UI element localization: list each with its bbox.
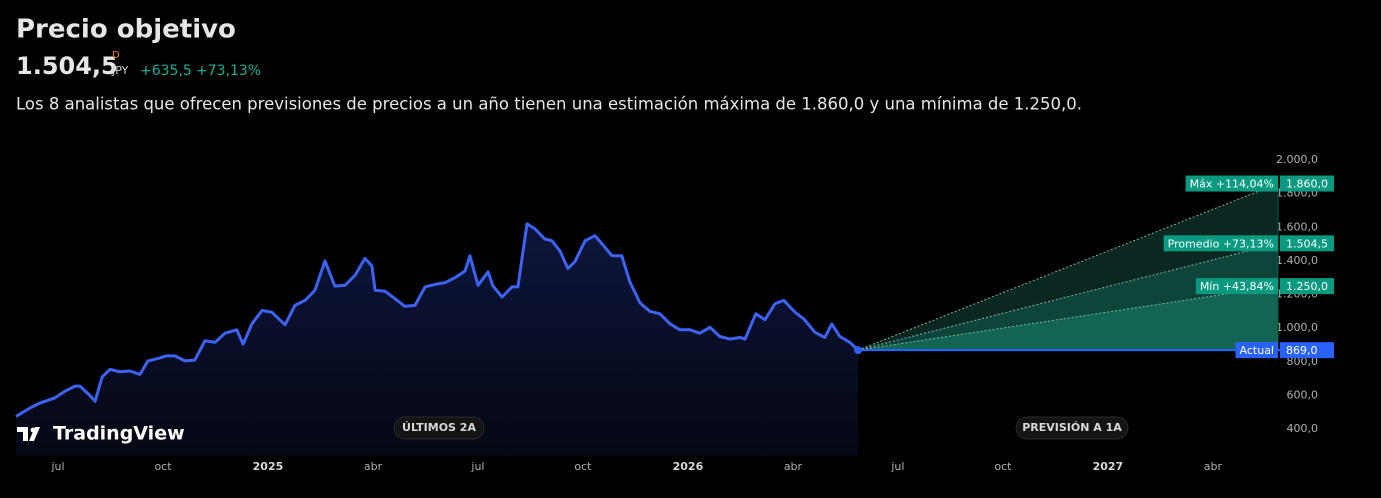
x-tick-label: oct: [574, 460, 592, 473]
period-pill: [393, 416, 485, 440]
x-tick-label: 2025: [253, 460, 284, 473]
change-pct: +73,13%: [196, 63, 261, 79]
area: [16, 223, 859, 456]
x-tick-label: abr: [364, 460, 383, 473]
x-tick-label: oct: [994, 460, 1012, 473]
x-tick-label: abr: [784, 460, 803, 473]
forecast-name: Promedio +73,13%: [1168, 237, 1274, 250]
forecast-name-box: [1163, 235, 1278, 252]
y-tick-label: 1.400,0: [1276, 254, 1318, 267]
x-tick-label: 2027: [1093, 460, 1124, 473]
forecast-value: 1.860,0: [1286, 178, 1328, 191]
x-tick-label: jul: [470, 460, 484, 473]
current-dot: [854, 346, 863, 355]
y-tick-label: 400,0: [1287, 422, 1319, 435]
forecast-name-box: [1185, 175, 1278, 192]
y-tick-label: 600,0: [1287, 388, 1319, 401]
x-tick-label: jul: [50, 460, 64, 473]
logo-text: TradingView: [53, 423, 185, 445]
x-tick-label: jul: [890, 460, 904, 473]
price-line: [15, 222, 860, 418]
logo: TradingView: [17, 423, 185, 445]
x-tick-label: oct: [154, 460, 172, 473]
forecast-value-box: [1280, 278, 1334, 295]
price: 1.504,5: [16, 52, 118, 80]
forecast-value-box: [1280, 175, 1334, 192]
forecast-value: 869,0: [1286, 344, 1318, 357]
period-pill: [1015, 416, 1129, 440]
x-tick-label: 2026: [673, 460, 704, 473]
forecast-name: Mín +43,84%: [1200, 280, 1274, 293]
x-tick-label: abr: [1204, 460, 1223, 473]
change: +635,5: [140, 63, 192, 79]
forecast-name-box: [1195, 278, 1278, 295]
forecast-name-box: [1235, 342, 1278, 359]
forecast-line: [857, 242, 1279, 351]
title: Precio objetivo: [16, 15, 236, 45]
y-tick-label: 1.000,0: [1276, 321, 1318, 334]
forecast-value: 1.504,5: [1286, 237, 1328, 250]
period-label: PREVISIÓN A 1A: [1022, 421, 1122, 434]
forecast-name: Actual: [1240, 344, 1274, 357]
forecast-name: Máx +114,04%: [1190, 178, 1274, 191]
plot: jul oct 2025 abr jul oct 2026 abr jul oct 2027 abr 4…: [15, 153, 1334, 473]
forecast-line: [857, 285, 1279, 351]
forecast-value-box: [1280, 235, 1334, 252]
period-label: ÚLTIMOS 2A: [402, 421, 476, 434]
description: Los 8 analistas que ofrecen previsiones …: [16, 95, 1082, 114]
price-marker: D: [112, 50, 120, 61]
forecast-line: [857, 183, 1279, 351]
currency: JPY: [111, 64, 129, 77]
forecast-value-box: [1280, 342, 1334, 359]
logo-dot: [30, 427, 36, 433]
y-tick-label: 1.600,0: [1276, 220, 1318, 233]
forecast-value: 1.250,0: [1286, 280, 1328, 293]
y-tick-label: 2.000,0: [1276, 153, 1318, 166]
